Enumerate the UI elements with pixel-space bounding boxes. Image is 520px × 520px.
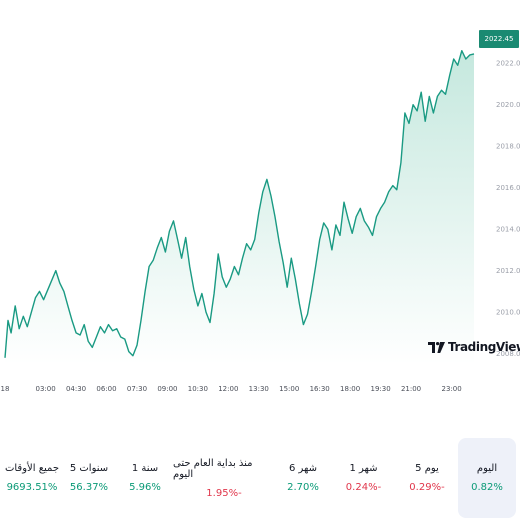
series-layer xyxy=(4,50,475,364)
period-1-year[interactable]: 1 سنة 5.96% xyxy=(117,438,173,518)
x-tick-label: 04:30 xyxy=(66,385,86,393)
y-tick-label: 2014.00 xyxy=(496,226,520,234)
x-tick-label: 15:00 xyxy=(279,385,299,393)
period-change-value: 2.70% xyxy=(287,482,319,493)
period-label: 5 سنوات xyxy=(69,463,109,474)
price-line[interactable] xyxy=(4,50,475,358)
price-chart[interactable]: 2008.00 2010.00 2012.00 2014.00 2016.00 2018.… xyxy=(0,0,520,400)
period-label: جميع الأوقات xyxy=(4,463,60,474)
period-label: 1 سنة xyxy=(131,463,159,474)
period-change-value: 1.95%- xyxy=(206,487,242,499)
x-axis: 18 03:00 04:30 06:00 07:30 09:00 10:30 12:00 13:… xyxy=(1,385,462,393)
x-tick-label: 09:00 xyxy=(157,385,177,393)
tradingview-wordmark: TradingView xyxy=(448,340,520,354)
period-change-value: 0.82% xyxy=(471,482,503,493)
period-label: منذ بداية العام حتى اليوم xyxy=(173,457,253,480)
x-tick-label: 07:30 xyxy=(127,385,147,393)
x-tick-label: 18 xyxy=(1,385,10,393)
performance-periods: اليوم 0.82% 5 يوم 0.29%- 1 شهر 0.24%- 6 … xyxy=(0,438,520,518)
period-today[interactable]: اليوم 0.82% xyxy=(458,438,516,518)
last-price-badge: 2022.45 xyxy=(479,30,519,48)
period-label: اليوم xyxy=(476,463,498,474)
period-all-time[interactable]: جميع الأوقات 9693.51% xyxy=(3,438,61,518)
period-label: 5 يوم xyxy=(415,463,439,474)
period-label: 6 شهر xyxy=(288,463,318,474)
chart-svg[interactable]: 2008.00 2010.00 2012.00 2014.00 2016.00 2018.… xyxy=(0,0,520,400)
price-area-fill xyxy=(5,50,474,364)
y-tick-label: 2010.00 xyxy=(496,309,520,317)
y-tick-label: 2008.00 xyxy=(496,350,520,358)
tradingview-logo-icon xyxy=(428,341,445,353)
x-tick-label: 06:00 xyxy=(96,385,116,393)
period-6-months[interactable]: 6 شهر 2.70% xyxy=(275,438,331,518)
y-tick-label: 2016.00 xyxy=(496,184,520,192)
x-tick-label: 21:00 xyxy=(401,385,421,393)
period-1-month[interactable]: 1 شهر 0.24%- xyxy=(331,438,396,518)
period-change-value: 0.24%- xyxy=(345,482,382,493)
period-change-value: 0.29%- xyxy=(409,482,445,493)
x-tick-label: 03:00 xyxy=(36,385,56,393)
period-5-days[interactable]: 5 يوم 0.29%- xyxy=(396,438,458,518)
y-tick-label: 2022.00 xyxy=(496,60,520,68)
period-ytd[interactable]: منذ بداية العام حتى اليوم 1.95%- xyxy=(173,438,275,518)
x-tick-label: 13:30 xyxy=(249,385,269,393)
x-tick-label: 18:00 xyxy=(340,385,360,393)
period-change-value: 56.37% xyxy=(69,482,109,493)
period-change-value: 5.96% xyxy=(129,482,161,493)
period-change-value: 9693.51% xyxy=(6,482,58,493)
x-tick-label: 10:30 xyxy=(188,385,208,393)
x-tick-label: 12:00 xyxy=(218,385,238,393)
tradingview-watermark[interactable]: TradingView xyxy=(428,340,520,354)
period-5-years[interactable]: 5 سنوات 56.37% xyxy=(61,438,117,518)
x-tick-label: 23:00 xyxy=(442,385,462,393)
x-tick-label: 19:30 xyxy=(370,385,390,393)
y-tick-label: 2018.00 xyxy=(496,143,520,151)
period-label: 1 شهر xyxy=(349,463,378,474)
y-axis: 2008.00 2010.00 2012.00 2014.00 2016.00 2018.… xyxy=(496,60,520,358)
x-tick-label: 16:30 xyxy=(310,385,330,393)
y-tick-label: 2012.00 xyxy=(496,267,520,275)
y-tick-label: 2020.00 xyxy=(496,101,520,109)
